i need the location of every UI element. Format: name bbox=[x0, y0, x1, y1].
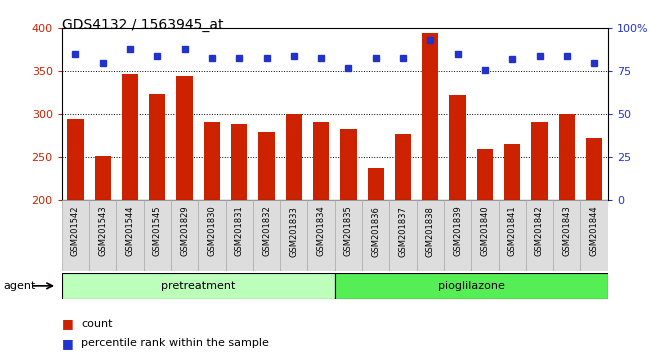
Bar bbox=[62, 200, 89, 271]
Bar bbox=[367, 168, 384, 200]
Bar bbox=[422, 33, 439, 200]
Bar bbox=[504, 144, 521, 200]
Bar bbox=[171, 200, 198, 271]
Bar bbox=[553, 200, 580, 271]
Bar bbox=[280, 200, 307, 271]
Text: GSM201840: GSM201840 bbox=[480, 206, 489, 256]
Text: GSM201544: GSM201544 bbox=[125, 206, 135, 256]
Text: GSM201835: GSM201835 bbox=[344, 206, 353, 256]
Bar bbox=[476, 149, 493, 200]
Text: GSM201834: GSM201834 bbox=[317, 206, 326, 256]
Text: GSM201839: GSM201839 bbox=[453, 206, 462, 256]
Bar bbox=[526, 200, 553, 271]
Bar bbox=[335, 273, 608, 299]
Text: ■: ■ bbox=[62, 337, 73, 350]
Bar bbox=[580, 200, 608, 271]
Bar bbox=[471, 200, 499, 271]
Bar bbox=[94, 156, 111, 200]
Bar bbox=[395, 134, 411, 200]
Bar bbox=[258, 132, 275, 200]
Bar bbox=[176, 76, 193, 200]
Bar bbox=[89, 200, 116, 271]
Bar bbox=[313, 122, 330, 200]
Bar bbox=[449, 95, 466, 200]
Bar bbox=[149, 95, 166, 200]
Text: GSM201830: GSM201830 bbox=[207, 206, 216, 256]
Bar bbox=[226, 200, 253, 271]
Text: GSM201837: GSM201837 bbox=[398, 206, 408, 257]
Bar bbox=[335, 200, 362, 271]
Bar bbox=[389, 200, 417, 271]
Text: GSM201844: GSM201844 bbox=[590, 206, 599, 256]
Bar bbox=[362, 200, 389, 271]
Text: pioglilazone: pioglilazone bbox=[438, 281, 504, 291]
Bar bbox=[144, 200, 171, 271]
Bar bbox=[253, 200, 280, 271]
Text: GSM201836: GSM201836 bbox=[371, 206, 380, 257]
Bar bbox=[122, 74, 138, 200]
Text: GSM201841: GSM201841 bbox=[508, 206, 517, 256]
Bar bbox=[558, 114, 575, 200]
Bar bbox=[285, 114, 302, 200]
Bar bbox=[417, 200, 444, 271]
Bar bbox=[203, 122, 220, 200]
Text: ■: ■ bbox=[62, 318, 73, 330]
Text: GSM201543: GSM201543 bbox=[98, 206, 107, 256]
Bar bbox=[499, 200, 526, 271]
Bar bbox=[198, 200, 226, 271]
Text: pretreatment: pretreatment bbox=[161, 281, 235, 291]
Bar bbox=[67, 119, 84, 200]
Text: GSM201831: GSM201831 bbox=[235, 206, 244, 256]
Text: GSM201838: GSM201838 bbox=[426, 206, 435, 257]
Text: GSM201542: GSM201542 bbox=[71, 206, 80, 256]
Text: count: count bbox=[81, 319, 112, 329]
Text: GSM201832: GSM201832 bbox=[262, 206, 271, 256]
Bar bbox=[116, 200, 144, 271]
Bar bbox=[340, 129, 357, 200]
Bar bbox=[62, 273, 335, 299]
Bar bbox=[307, 200, 335, 271]
Bar bbox=[231, 124, 248, 200]
Bar bbox=[586, 138, 603, 200]
Text: GSM201545: GSM201545 bbox=[153, 206, 162, 256]
Text: GSM201843: GSM201843 bbox=[562, 206, 571, 256]
Bar bbox=[444, 200, 471, 271]
Text: GSM201829: GSM201829 bbox=[180, 206, 189, 256]
Bar bbox=[531, 122, 548, 200]
Text: GSM201842: GSM201842 bbox=[535, 206, 544, 256]
Text: GDS4132 / 1563945_at: GDS4132 / 1563945_at bbox=[62, 18, 223, 32]
Text: agent: agent bbox=[3, 281, 36, 291]
Text: percentile rank within the sample: percentile rank within the sample bbox=[81, 338, 269, 348]
Text: GSM201833: GSM201833 bbox=[289, 206, 298, 257]
